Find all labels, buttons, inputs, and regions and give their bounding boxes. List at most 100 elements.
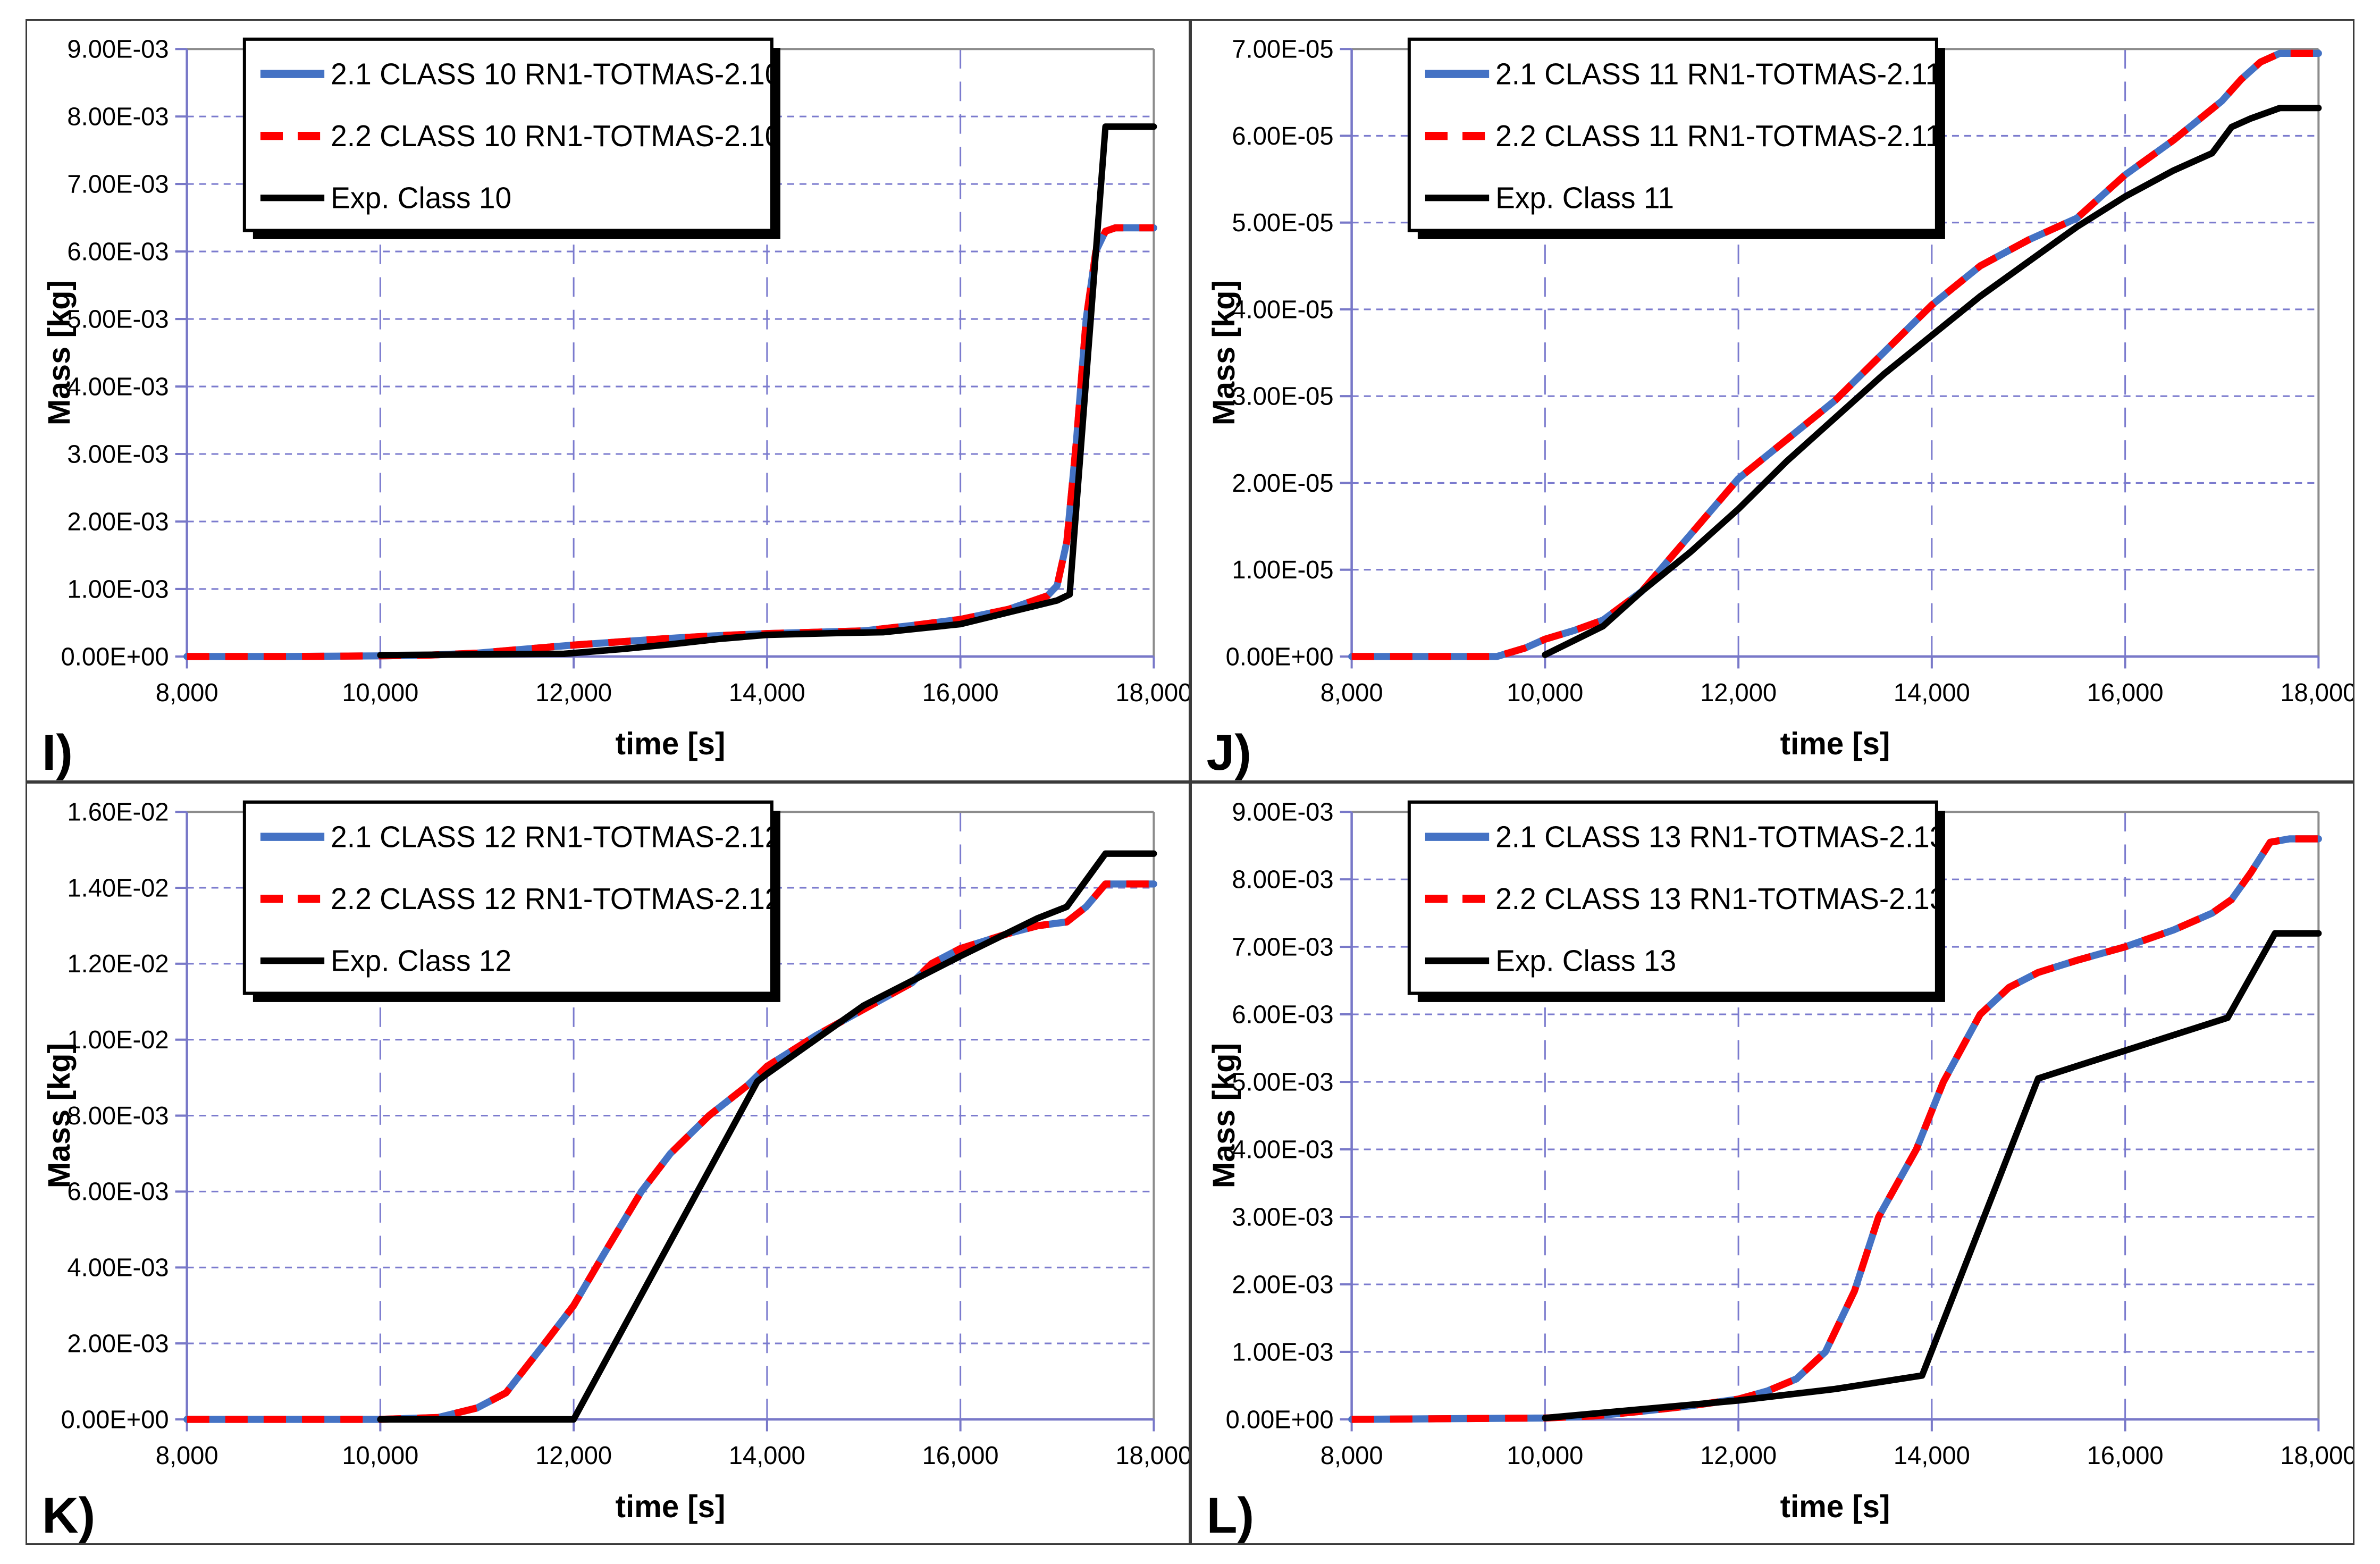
legend-box xyxy=(1407,37,1938,232)
x-tick-label: 14,000 xyxy=(729,678,805,707)
x-tick-label: 10,000 xyxy=(1507,1441,1583,1470)
y-tick-label: 4.00E-03 xyxy=(1232,1136,1333,1164)
y-tick-label: 1.00E-03 xyxy=(1232,1338,1333,1367)
y-tick-label: 5.00E-05 xyxy=(1232,209,1333,238)
figure-grid: 0.00E+00 1.00E-03 2.00E-03 3.00E-03 4.00E-03… xyxy=(26,19,2354,1545)
y-tick-label: 1.40E-02 xyxy=(67,874,169,903)
legend-label: 2.1 CLASS 11 RN1-TOTMAS-2.11 xyxy=(1495,57,1941,91)
y-tick-label: 7.00E-05 xyxy=(1232,35,1333,64)
series-line-sim2 xyxy=(1351,835,2318,1423)
y-axis-title: Mass [kg] xyxy=(43,280,77,425)
series-line-exp xyxy=(1541,105,2322,658)
panel-label-L: L) xyxy=(1206,1487,1255,1544)
x-tick-label: 10,000 xyxy=(342,678,418,707)
x-tick-label: 16,000 xyxy=(922,678,999,707)
y-tick-label: 4.00E-05 xyxy=(1232,296,1333,324)
panel-L: 0.00E+00 1.00E-03 2.00E-03 3.00E-03 4.00E-03… xyxy=(1190,782,2354,1545)
x-tick-label: 18,000 xyxy=(1115,678,1188,707)
series-line-sim2 xyxy=(187,224,1154,660)
y-tick-label: 0.00E+00 xyxy=(61,643,169,671)
y-tick-label: 0.00E+00 xyxy=(1225,643,1333,671)
x-axis-title: time [s] xyxy=(1780,1489,1890,1524)
x-tick-label: 12,000 xyxy=(1700,678,1777,707)
x-tick-label: 12,000 xyxy=(1700,1441,1777,1470)
legend-label: 2.1 CLASS 12 RN1-TOTMAS-2.12 xyxy=(331,820,781,854)
legend-label: 2.1 CLASS 10 RN1-TOTMAS-2.10 xyxy=(331,57,781,91)
y-tick-label: 6.00E-03 xyxy=(67,238,169,266)
panel-label-I: I) xyxy=(42,724,73,781)
series-line-exp xyxy=(377,123,1157,659)
series-line-sim2 xyxy=(187,880,1154,1423)
y-tick-label: 8.00E-03 xyxy=(67,1101,169,1130)
panel-label-K: K) xyxy=(42,1487,96,1544)
x-tick-label: 18,000 xyxy=(1115,1441,1188,1470)
x-tick-label: 14,000 xyxy=(1893,678,1970,707)
y-tick-label: 7.00E-03 xyxy=(67,170,169,199)
panel-I: 0.00E+00 1.00E-03 2.00E-03 3.00E-03 4.00E-03… xyxy=(26,19,1190,782)
y-tick-label: 8.00E-03 xyxy=(67,103,169,131)
series-line-sim1 xyxy=(183,224,1157,660)
x-tick-label: 14,000 xyxy=(1893,1441,1970,1470)
series-line-sim1 xyxy=(1348,49,2322,660)
panel-label-J: J) xyxy=(1206,724,1251,781)
chart-class-11: 0.00E+00 1.00E-05 2.00E-05 3.00E-05 4.00E-05… xyxy=(1207,35,2353,761)
series-line-exp xyxy=(1541,930,2322,1422)
y-tick-label: 6.00E-05 xyxy=(1232,122,1333,150)
legend-label: 2.1 CLASS 13 RN1-TOTMAS-2.13 xyxy=(1495,820,1946,854)
legend-label: Exp. Class 12 xyxy=(331,944,511,978)
legend-label: Exp. Class 10 xyxy=(331,181,511,215)
x-tick-label: 16,000 xyxy=(2087,678,2163,707)
y-tick-label: 5.00E-03 xyxy=(1232,1068,1333,1097)
x-tick-label: 12,000 xyxy=(535,678,612,707)
x-tick-label: 18,000 xyxy=(2280,678,2353,707)
y-tick-label: 9.00E-03 xyxy=(67,35,169,64)
x-axis-title: time [s] xyxy=(616,726,726,761)
legend-label: 2.2 CLASS 13 RN1-TOTMAS-2.13 xyxy=(1495,882,1946,916)
y-tick-label: 3.00E-03 xyxy=(1232,1203,1333,1232)
y-tick-label: 0.00E+00 xyxy=(61,1406,169,1434)
x-tick-label: 8,000 xyxy=(156,678,218,707)
y-tick-label: 3.00E-03 xyxy=(67,440,169,469)
y-tick-label: 5.00E-03 xyxy=(67,305,169,334)
y-tick-label: 1.60E-02 xyxy=(67,798,169,827)
y-tick-label: 8.00E-03 xyxy=(1232,865,1333,894)
y-tick-label: 2.00E-03 xyxy=(67,1330,169,1358)
legend-box xyxy=(1407,800,1938,995)
chart-class-10: 0.00E+00 1.00E-03 2.00E-03 3.00E-03 4.00E-03… xyxy=(43,35,1189,761)
x-tick-label: 12,000 xyxy=(535,1441,612,1470)
x-tick-label: 10,000 xyxy=(1507,678,1583,707)
x-tick-label: 16,000 xyxy=(922,1441,999,1470)
x-tick-label: 8,000 xyxy=(1320,678,1383,707)
legend-box xyxy=(242,37,773,232)
legend-label: Exp. Class 11 xyxy=(1495,181,1674,215)
x-tick-label: 16,000 xyxy=(2087,1441,2163,1470)
y-tick-label: 1.00E-02 xyxy=(67,1026,169,1055)
x-tick-label: 10,000 xyxy=(342,1441,418,1470)
x-tick-label: 8,000 xyxy=(156,1441,218,1470)
y-tick-label: 7.00E-03 xyxy=(1232,933,1333,962)
y-tick-label: 9.00E-03 xyxy=(1232,798,1333,827)
x-tick-label: 8,000 xyxy=(1320,1441,1383,1470)
x-axis-title: time [s] xyxy=(1780,726,1890,761)
y-tick-label: 4.00E-03 xyxy=(67,1254,169,1282)
y-tick-label: 1.00E-03 xyxy=(67,575,169,604)
series-line-exp xyxy=(377,850,1157,1423)
x-tick-label: 14,000 xyxy=(729,1441,805,1470)
y-tick-label: 2.00E-03 xyxy=(67,508,169,536)
legend-label: 2.2 CLASS 12 RN1-TOTMAS-2.12 xyxy=(331,882,781,916)
y-tick-label: 1.00E-05 xyxy=(1232,556,1333,585)
y-tick-label: 6.00E-03 xyxy=(1232,1000,1333,1029)
legend-label: 2.2 CLASS 11 RN1-TOTMAS-2.11 xyxy=(1495,120,1941,153)
y-tick-label: 1.20E-02 xyxy=(67,950,169,979)
y-tick-label: 2.00E-03 xyxy=(1232,1271,1333,1299)
x-tick-label: 18,000 xyxy=(2280,1441,2353,1470)
legend-box xyxy=(242,800,773,995)
y-axis-title: Mass [kg] xyxy=(43,1043,77,1188)
chart-class-13: 0.00E+00 1.00E-03 2.00E-03 3.00E-03 4.00E-03… xyxy=(1207,798,2353,1524)
y-tick-label: 4.00E-03 xyxy=(67,373,169,401)
legend-label: Exp. Class 13 xyxy=(1495,944,1676,978)
panel-K: 0.00E+00 2.00E-03 4.00E-03 6.00E-03 8.00E-03… xyxy=(26,782,1190,1545)
y-tick-label: 6.00E-03 xyxy=(67,1178,169,1206)
legend-label: 2.2 CLASS 10 RN1-TOTMAS-2.10 xyxy=(331,120,781,153)
y-axis-title: Mass [kg] xyxy=(1207,1043,1241,1188)
